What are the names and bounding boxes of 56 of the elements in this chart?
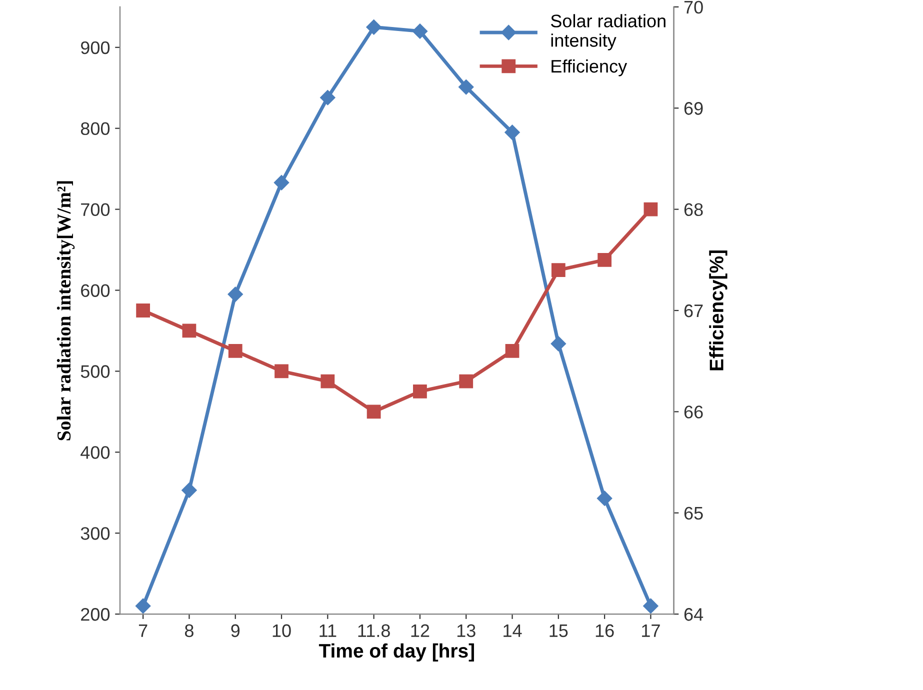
y2-tick-label: 65 [684, 506, 703, 520]
point [366, 404, 381, 419]
point [413, 384, 427, 398]
y2-tick-label: 64 [684, 608, 704, 621]
y2-tick-label: 67 [684, 304, 703, 318]
y-tick-label: 500 [80, 365, 110, 378]
point [182, 482, 197, 498]
x-tick-label: 7 [138, 624, 148, 637]
y2-tick-label: 66 [684, 406, 703, 418]
point [135, 598, 151, 614]
y-tick-label: 600 [81, 284, 110, 297]
point [458, 79, 474, 95]
legend-label: Solar radiation intensity [550, 14, 666, 50]
point [228, 286, 243, 302]
y-tick-label: 400 [80, 446, 110, 459]
y-tick-label: 300 [80, 527, 110, 540]
point [274, 175, 290, 190]
y2-tick-label: 69 [684, 102, 703, 115]
x-tick-label: 16 [596, 624, 614, 638]
y2-axis-title: Efficiency[%] [709, 250, 728, 370]
y-tick-label: 800 [80, 122, 110, 136]
point [551, 263, 566, 277]
x-tick-label: 12 [411, 624, 430, 637]
x-tick-label: 15 [550, 624, 568, 638]
y2-tick-label: 68 [684, 203, 703, 216]
point [550, 336, 566, 352]
point [136, 304, 150, 318]
point [228, 344, 242, 358]
x-tick-label: 13 [457, 624, 476, 638]
y-tick-label: 700 [81, 203, 110, 216]
legend-label: Efficiency [552, 59, 628, 76]
y-tick-label: 900 [80, 41, 110, 54]
point [182, 324, 196, 338]
point [459, 374, 474, 388]
x-axis-title: Time of day [hrs] [318, 643, 474, 662]
y2-tick-label: 70 [684, 0, 703, 14]
x-tick-label: 8 [184, 624, 194, 638]
point [320, 90, 336, 106]
point [596, 490, 612, 506]
point [643, 598, 658, 614]
x-tick-label: 11 [320, 624, 336, 637]
x-tick-label: 9 [231, 624, 240, 638]
point [505, 344, 520, 358]
point [274, 364, 288, 378]
point [644, 202, 658, 216]
x-tick-label: 14 [504, 624, 522, 637]
point [598, 252, 612, 267]
x-tick-label: 10 [272, 624, 291, 638]
point [366, 20, 382, 35]
point [412, 24, 428, 39]
y-axis-title: Solar radiation intensity[W/m²] [56, 181, 75, 440]
y-tick-label: 200 [81, 608, 110, 621]
point [504, 124, 520, 140]
point [320, 374, 335, 388]
x-tick-label: 17 [642, 624, 660, 637]
x-tick-label: 11.8 [358, 624, 390, 638]
